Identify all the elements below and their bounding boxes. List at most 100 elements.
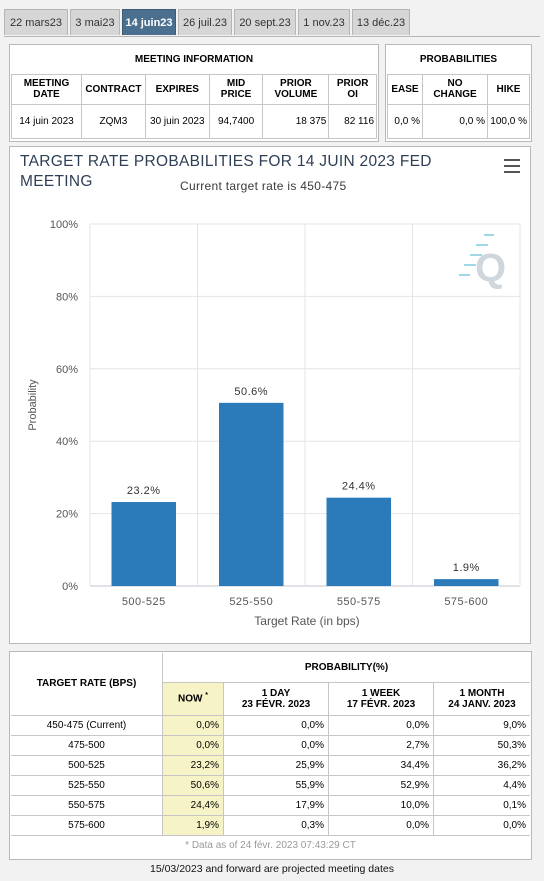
table-row: 450-475 (Current) 0,0% 0,0% 0,0% 9,0% xyxy=(11,714,530,736)
table-row: 525-550 50,6% 55,9% 52,9% 4,4% xyxy=(11,774,530,796)
now-cell: 0,0% xyxy=(162,714,224,736)
data-label: 1.9% xyxy=(453,562,480,574)
meeting-date-header: MEETING DATE xyxy=(11,73,82,105)
data-label: 23.2% xyxy=(127,485,161,497)
target-rate-header: TARGET RATE (BPS) xyxy=(11,653,163,716)
bar-525-550[interactable] xyxy=(219,402,284,586)
one-week-cell: 52,9% xyxy=(328,774,434,796)
one-day-cell: 0,0% xyxy=(223,734,329,756)
projected-dates-footer: 15/03/2023 and forward are projected mee… xyxy=(150,863,394,875)
one-week-date: 17 FÉVR. 2023 xyxy=(346,698,416,710)
prior-volume-header: PRIOR VOLUME xyxy=(262,73,330,105)
tab-26-juil23[interactable]: 26 juil.23 xyxy=(178,9,232,35)
meeting-info-table: MEETING INFORMATION MEETING DATE CONTRAC… xyxy=(11,46,377,139)
one-month-cell: 9,0% xyxy=(433,714,530,736)
probabilities-title: PROBABILITIES xyxy=(387,46,530,75)
x-axis-label: Target Rate (in bps) xyxy=(254,614,359,628)
bar-500-525[interactable] xyxy=(111,502,177,586)
one-week-cell: 2,7% xyxy=(328,734,434,756)
one-week-label: 1 WEEK xyxy=(361,687,401,699)
prior-volume-value: 18 375 xyxy=(262,103,330,139)
tab-22-mars23[interactable]: 22 mars23 xyxy=(4,9,68,35)
meeting-info-panel: MEETING INFORMATION MEETING DATE CONTRAC… xyxy=(9,44,379,142)
mid-price-header: MID PRICE xyxy=(208,73,264,105)
now-header-label: NOW xyxy=(178,693,203,705)
tab-20-sept23[interactable]: 20 sept.23 xyxy=(234,9,296,35)
now-header-marker: * xyxy=(205,692,208,700)
now-cell: 50,6% xyxy=(162,774,224,796)
table-row: 550-575 24,4% 17,9% 10,0% 0,1% xyxy=(11,794,530,816)
one-week-cell: 0,0% xyxy=(328,814,434,836)
y-tick-label: 60% xyxy=(56,364,78,376)
one-month-date: 24 JANV. 2023 xyxy=(448,698,516,710)
one-month-cell: 0,1% xyxy=(433,794,530,816)
probabilities-table: PROBABILITIES EASE NO CHANGE HIKE 0,0 % … xyxy=(387,46,530,139)
target-rate-cell: 550-575 xyxy=(11,794,163,816)
tab-13-dec23[interactable]: 13 déc.23 xyxy=(352,9,410,35)
bar-575-600[interactable] xyxy=(434,579,499,586)
bar-550-575[interactable] xyxy=(326,497,392,586)
one-month-header: 1 MONTH 24 JANV. 2023 xyxy=(433,681,530,716)
x-tick-label: 500-525 xyxy=(122,596,166,608)
one-day-label: 1 DAY xyxy=(261,687,291,699)
tab-1-nov23[interactable]: 1 nov.23 xyxy=(298,9,350,35)
prior-oi-value: 82 116 xyxy=(328,103,377,139)
target-rate-cell: 525-550 xyxy=(11,774,163,796)
one-week-cell: 34,4% xyxy=(328,754,434,776)
one-day-date: 23 FÉVR. 2023 xyxy=(241,698,311,710)
x-tick-label: 575-600 xyxy=(444,596,488,608)
data-label: 24.4% xyxy=(342,481,376,493)
y-tick-label: 80% xyxy=(56,291,78,303)
y-tick-label: 20% xyxy=(56,509,78,521)
one-month-cell: 4,4% xyxy=(433,774,530,796)
meeting-date-value: 14 juin 2023 xyxy=(11,103,82,139)
one-day-cell: 0,0% xyxy=(223,714,329,736)
expires-value: 30 juin 2023 xyxy=(144,103,210,139)
chart-panel: TARGET RATE PROBABILITIES FOR 14 JUIN 20… xyxy=(9,146,531,644)
target-rate-cell: 575-600 xyxy=(11,814,163,836)
hike-value: 100,0 % xyxy=(487,103,530,139)
now-cell: 0,0% xyxy=(162,734,224,756)
data-label: 50.6% xyxy=(234,386,268,398)
table-row: 500-525 23,2% 25,9% 34,4% 36,2% xyxy=(11,754,530,776)
y-axis-label: Probability xyxy=(27,379,39,431)
tab-14-juin23[interactable]: 14 juin23 xyxy=(122,9,176,35)
contract-value: ZQM3 xyxy=(80,103,146,139)
meeting-info-title: MEETING INFORMATION xyxy=(11,46,377,75)
one-week-cell: 0,0% xyxy=(328,714,434,736)
prior-oi-header: PRIOR OI xyxy=(328,73,377,105)
table-row: 475-500 0,0% 0,0% 2,7% 50,3% xyxy=(11,734,530,756)
y-tick-label: 40% xyxy=(56,436,78,448)
y-tick-label: 100% xyxy=(50,219,78,231)
y-tick-label: 0% xyxy=(62,581,78,593)
one-day-cell: 55,9% xyxy=(223,774,329,796)
one-day-cell: 17,9% xyxy=(223,794,329,816)
now-cell: 1,9% xyxy=(162,814,224,836)
chart-title: TARGET RATE PROBABILITIES FOR 14 JUIN 20… xyxy=(20,153,432,190)
hamburger-icon[interactable] xyxy=(504,159,520,173)
now-header: NOW * xyxy=(162,681,224,716)
one-day-cell: 0,3% xyxy=(223,814,329,836)
probability-history-table: TARGET RATE (BPS) PROBABILITY(%) NOW * 1… xyxy=(11,653,530,836)
tab-3-mai23[interactable]: 3 mai23 xyxy=(70,9,120,35)
probability-history-panel: TARGET RATE (BPS) PROBABILITY(%) NOW * 1… xyxy=(9,651,532,860)
target-rate-cell: 475-500 xyxy=(11,734,163,756)
x-tick-label: 525-550 xyxy=(229,596,273,608)
svg-text:Q: Q xyxy=(475,246,506,290)
one-week-header: 1 WEEK 17 FÉVR. 2023 xyxy=(328,681,434,716)
contract-header: CONTRACT xyxy=(80,73,146,105)
now-cell: 23,2% xyxy=(162,754,224,776)
hike-header: HIKE xyxy=(487,73,530,105)
table-row: 575-600 1,9% 0,3% 0,0% 0,0% xyxy=(11,814,530,836)
target-rate-cell: 500-525 xyxy=(11,754,163,776)
probability-header: PROBABILITY(%) xyxy=(162,653,530,683)
mid-price-value: 94,7400 xyxy=(208,103,264,139)
one-month-cell: 36,2% xyxy=(433,754,530,776)
one-day-cell: 25,9% xyxy=(223,754,329,776)
one-day-header: 1 DAY 23 FÉVR. 2023 xyxy=(223,681,329,716)
probabilities-panel: PROBABILITIES EASE NO CHANGE HIKE 0,0 % … xyxy=(385,44,532,142)
q-watermark-icon: Q xyxy=(459,234,506,290)
now-cell: 24,4% xyxy=(162,794,224,816)
one-week-cell: 10,0% xyxy=(328,794,434,816)
data-timestamp-note: * Data as of 24 févr. 2023 07:43:29 CT xyxy=(185,840,356,851)
